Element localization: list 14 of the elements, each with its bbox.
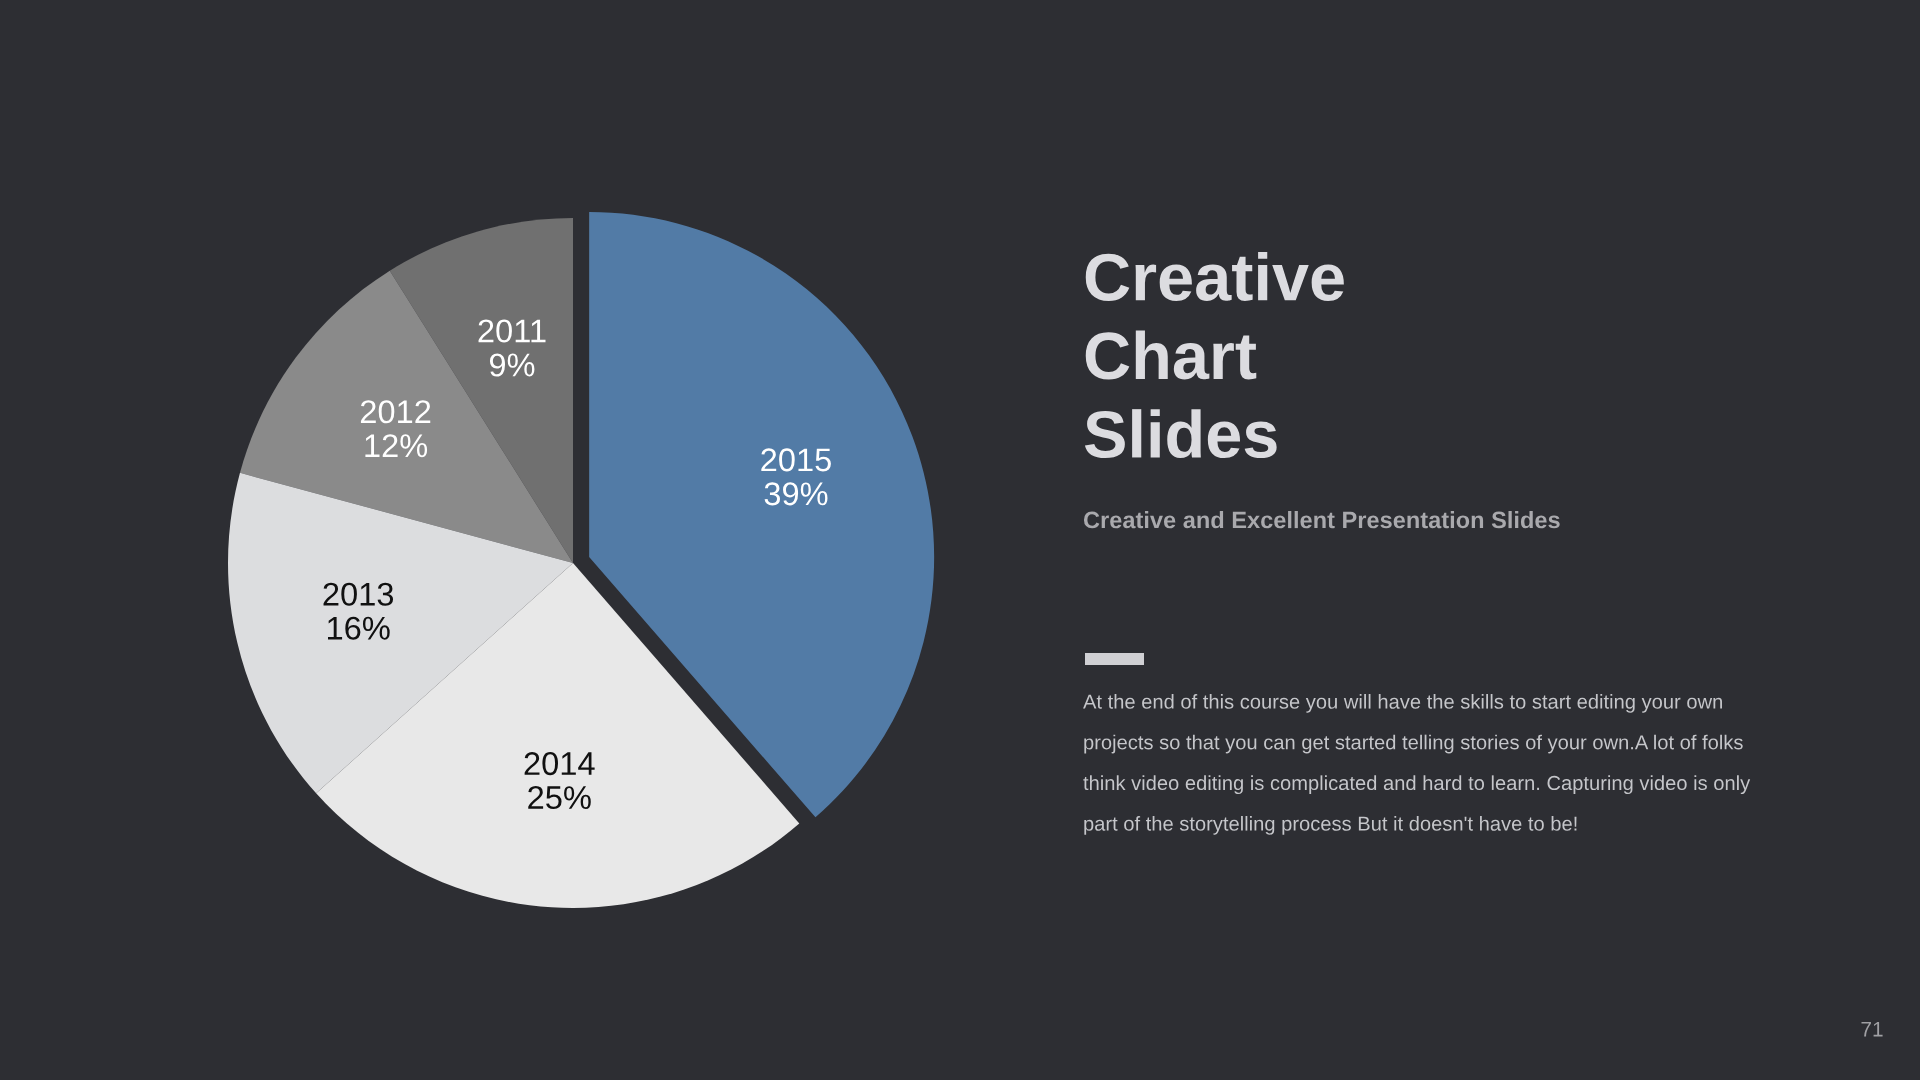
- data-label: 39%: [764, 482, 828, 506]
- text: At the end of this course you will have the skills to start editing your own projects so that you can get started telling stories of your own.A lot of folks think video editing is complicated and hard to learn. Capturing video is only part of the storytelling process But it doesn't have to be!: [1083, 694, 1751, 835]
- slice-label: 2012: [360, 400, 431, 424]
- data-label: 12%: [365, 434, 428, 458]
- data-label: 25%: [528, 786, 591, 810]
- slice-label: 2011: [478, 319, 546, 343]
- data-label: 16%: [328, 616, 390, 640]
- text: Creative and Excellent Presentation Slides: [1083, 510, 1560, 529]
- data-label: 9%: [489, 353, 535, 377]
- slice-label: 2013: [323, 582, 394, 606]
- slice-label: 2014: [524, 752, 595, 776]
- slice-label: 2015: [761, 448, 831, 472]
- text: 71: [1861, 1022, 1883, 1037]
- text: Creative Chart Slides: [1084, 252, 1344, 459]
